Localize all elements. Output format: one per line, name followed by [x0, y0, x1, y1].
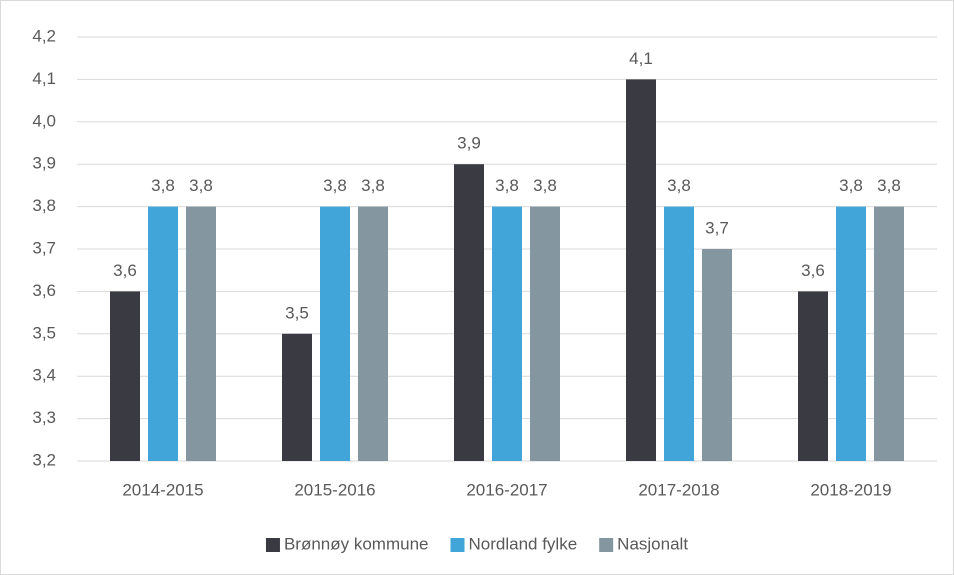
bar — [836, 206, 866, 461]
data-label: 3,8 — [667, 176, 691, 195]
y-tick-label: 3,5 — [32, 323, 56, 342]
y-tick-label: 3,3 — [32, 408, 56, 427]
x-tick-label: 2016-2017 — [466, 480, 547, 499]
y-tick-label: 3,7 — [32, 238, 56, 257]
data-label: 3,8 — [323, 176, 347, 195]
legend-swatch — [450, 538, 465, 552]
data-label: 3,8 — [151, 176, 175, 195]
bar — [798, 291, 828, 461]
data-label: 3,8 — [533, 176, 557, 195]
bar — [186, 206, 216, 461]
bar — [320, 206, 350, 461]
data-label: 3,8 — [839, 176, 863, 195]
bar — [492, 206, 522, 461]
y-tick-label: 3,2 — [32, 450, 56, 469]
data-label: 4,1 — [629, 49, 653, 68]
x-tick-label: 2014-2015 — [122, 480, 203, 499]
data-label: 3,5 — [285, 303, 309, 322]
data-label: 3,9 — [457, 134, 481, 153]
bar — [530, 206, 560, 461]
x-tick-label: 2015-2016 — [294, 480, 375, 499]
y-tick-label: 3,8 — [32, 196, 56, 215]
y-tick-label: 3,4 — [32, 366, 56, 385]
legend-label: Nasjonalt — [617, 534, 688, 553]
data-label: 3,8 — [361, 176, 385, 195]
x-tick-label: 2017-2018 — [638, 480, 719, 499]
bar — [454, 164, 484, 461]
y-tick-label: 4,2 — [32, 26, 56, 45]
data-label: 3,6 — [113, 261, 137, 280]
bar — [110, 291, 140, 461]
data-label: 3,7 — [705, 218, 729, 237]
legend-swatch — [599, 538, 614, 552]
x-tick-label: 2018-2019 — [810, 480, 891, 499]
bar — [626, 79, 656, 462]
data-label: 3,8 — [189, 176, 213, 195]
legend-label: Nordland fylke — [469, 534, 578, 553]
data-label: 3,8 — [495, 176, 519, 195]
legend-label: Brønnøy kommune — [284, 534, 429, 553]
bar — [874, 206, 904, 461]
legend-swatch — [265, 538, 280, 552]
y-tick-label: 3,9 — [32, 154, 56, 173]
bar — [282, 333, 312, 461]
bar — [702, 249, 732, 461]
y-tick-label: 3,6 — [32, 281, 56, 300]
bar — [358, 206, 388, 461]
bar — [664, 206, 694, 461]
data-label: 3,6 — [801, 261, 825, 280]
y-tick-label: 4,1 — [32, 69, 56, 88]
y-tick-label: 4,0 — [32, 111, 56, 130]
bar — [148, 206, 178, 461]
data-label: 3,8 — [877, 176, 901, 195]
